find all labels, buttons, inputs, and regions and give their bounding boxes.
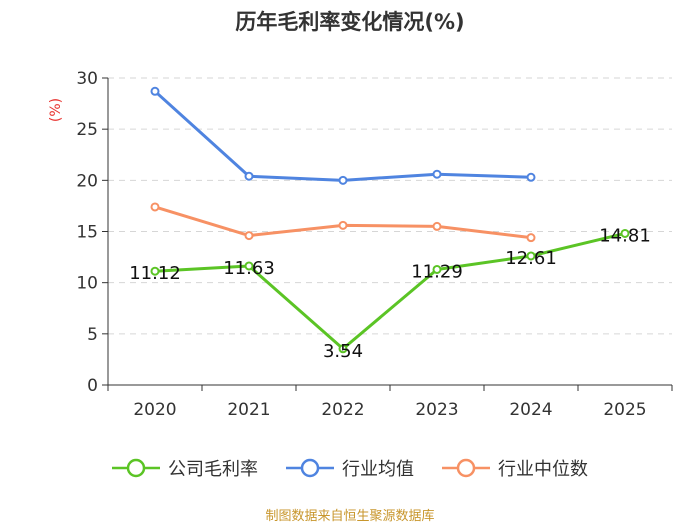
y-tick-label: 5 — [87, 325, 98, 345]
y-tick-label: 20 — [76, 171, 98, 191]
data-label: 11.12 — [129, 263, 181, 284]
legend-swatch-icon — [442, 458, 490, 478]
data-point — [432, 264, 442, 274]
x-tick-label: 2023 — [415, 400, 458, 420]
data-point — [150, 266, 160, 276]
data-label: 11.63 — [223, 258, 275, 279]
data-point — [338, 344, 348, 354]
data-point — [432, 169, 442, 179]
data-source-note: 制图数据来自恒生聚源数据库 — [265, 509, 435, 524]
y-tick-label: 0 — [87, 376, 98, 396]
legend-swatch-icon — [112, 458, 160, 478]
data-point — [150, 86, 160, 96]
data-label: 12.61 — [505, 248, 557, 269]
y-axis-label: (%) — [48, 98, 64, 122]
legend-label: 行业中位数 — [498, 459, 588, 480]
series-line-0 — [154, 231, 626, 351]
y-tick-label: 30 — [76, 69, 98, 89]
legend-label: 公司毛利率 — [168, 459, 258, 480]
data-point — [244, 231, 254, 241]
y-tick-label: 10 — [76, 274, 98, 294]
x-tick-label: 2024 — [509, 400, 552, 420]
data-point — [244, 171, 254, 181]
data-point — [432, 221, 442, 231]
x-tick-label: 2025 — [603, 400, 646, 420]
y-tick-label: 15 — [76, 223, 98, 243]
data-label: 14.81 — [599, 225, 651, 246]
data-label: 3.54 — [323, 341, 363, 362]
data-point — [338, 175, 348, 185]
x-tick-label: 2022 — [321, 400, 364, 420]
series-line-1 — [153, 90, 532, 182]
legend-item[interactable]: 行业中位数 — [442, 455, 588, 481]
data-point — [338, 220, 348, 230]
legend-item[interactable]: 行业均值 — [286, 455, 414, 481]
x-tick-label: 2020 — [133, 400, 176, 420]
chart-title: 历年毛利率变化情况(%) — [235, 10, 465, 34]
data-point — [150, 202, 160, 212]
data-label: 11.29 — [411, 261, 463, 282]
legend-swatch-icon — [286, 458, 334, 478]
data-point — [526, 233, 536, 243]
y-tick-label: 25 — [76, 120, 98, 140]
data-point — [244, 261, 254, 271]
legend-label: 行业均值 — [342, 459, 414, 480]
data-point — [526, 251, 536, 261]
data-point — [620, 228, 630, 238]
data-point — [526, 172, 536, 182]
legend-item[interactable]: 公司毛利率 — [112, 455, 258, 481]
x-tick-label: 2021 — [227, 400, 270, 420]
chart-legend: 公司毛利率 行业均值 行业中位数 — [0, 452, 700, 484]
